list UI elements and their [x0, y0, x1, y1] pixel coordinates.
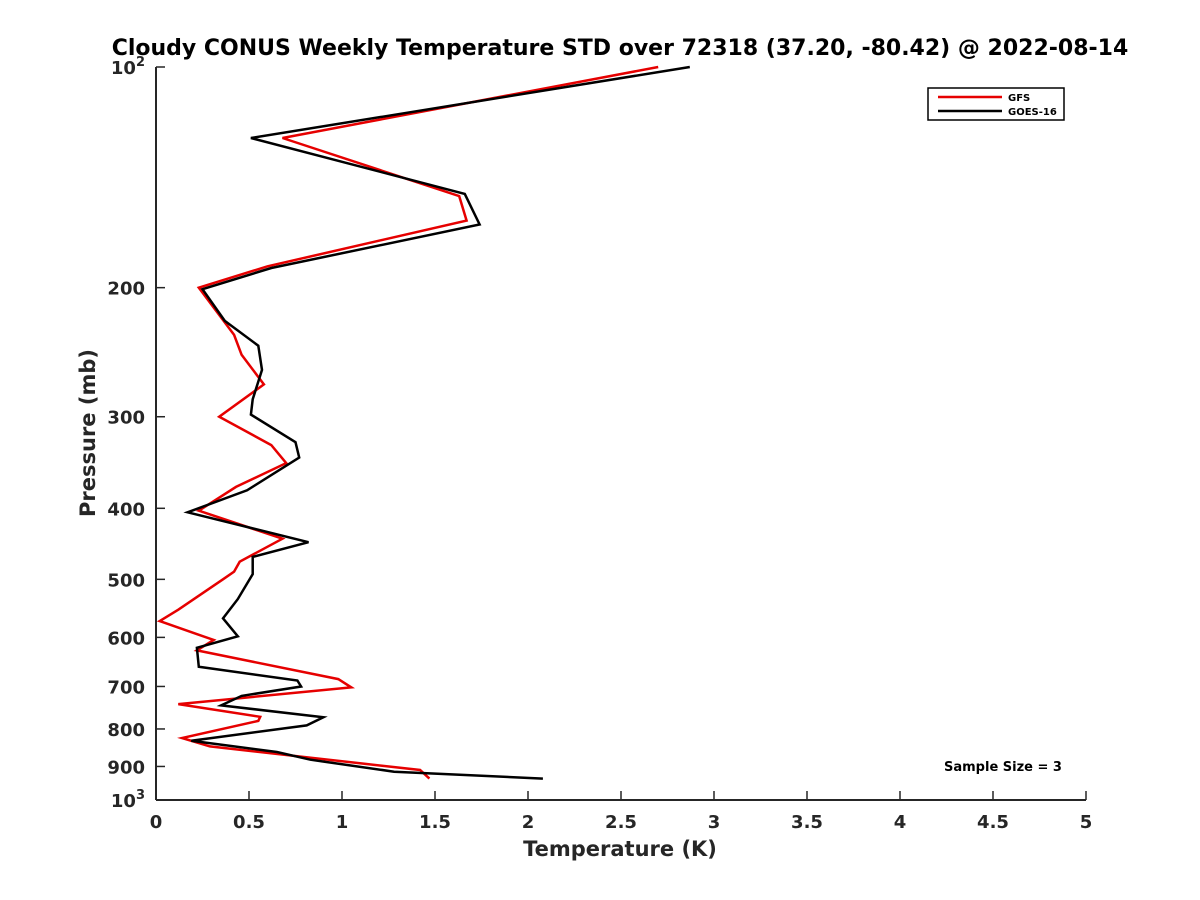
x-tick-label: 3.5 [791, 812, 823, 833]
y-tick-label: 200 [107, 279, 145, 300]
sample-size-annotation: Sample Size = 3 [944, 760, 1062, 775]
y-tick-label: 600 [107, 628, 145, 649]
x-tick-label: 1.5 [419, 812, 451, 833]
plot-area [156, 67, 1086, 800]
x-tick-label: 2 [522, 812, 535, 833]
legend-label: GFS [1008, 93, 1030, 104]
y-tick-label: 800 [107, 720, 145, 741]
x-tick-label: 4 [894, 812, 907, 833]
legend-box [927, 87, 1065, 121]
x-tick-label: 1 [336, 812, 349, 833]
x-tick-label: 4.5 [977, 812, 1009, 833]
y-tick-label: 900 [107, 757, 145, 778]
x-ticks: 0 0.5 1 1.5 2 2.5 3 3.5 4 4.5 5 [150, 791, 1093, 833]
x-tick-label: 0.5 [233, 812, 265, 833]
legend: GFS GOES-16 [927, 87, 1065, 121]
y-ticks: 102 200 300 400 500 600 700 800 900 103 [107, 55, 165, 812]
y-tick-label: 400 [107, 499, 145, 520]
legend-label: GOES-16 [1008, 107, 1057, 118]
x-tick-label: 5 [1080, 812, 1093, 833]
chart-title: Cloudy CONUS Weekly Temperature STD over… [112, 36, 1129, 61]
x-tick-label: 3 [708, 812, 721, 833]
x-tick-label: 2.5 [605, 812, 637, 833]
y-tick-label: 102 [111, 55, 145, 79]
x-axis-label: Temperature (K) [523, 837, 717, 861]
y-tick-label: 500 [107, 570, 145, 591]
y-axis-label: Pressure (mb) [76, 349, 100, 517]
series-layer [156, 65, 690, 780]
series-line-gfs [156, 65, 659, 780]
y-tick-label: 700 [107, 677, 145, 698]
x-tick-label: 0 [150, 812, 163, 833]
y-tick-label: 300 [107, 408, 145, 429]
series-line-goes-16 [183, 65, 690, 780]
y-tick-label: 103 [111, 788, 145, 812]
